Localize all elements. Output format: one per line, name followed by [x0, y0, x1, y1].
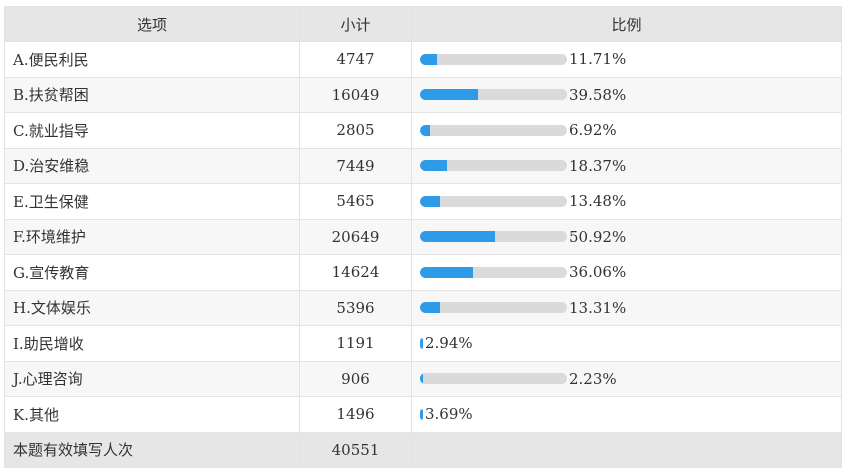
table-row: K.其他 1496 3.69% [4, 396, 842, 433]
ratio-cell: 3.69% [411, 396, 842, 433]
percent-label: 3.69% [425, 405, 473, 424]
ratio-cell: 2.94% [411, 325, 842, 362]
option-label: K.其他 [4, 396, 300, 433]
header-option: 选项 [4, 6, 300, 42]
percent-label: 18.37% [569, 156, 627, 175]
progress-bar-fill [420, 373, 424, 385]
percent-label: 50.92% [569, 227, 627, 246]
progress-bar [420, 160, 567, 172]
table-row: B.扶贫帮困 16049 39.58% [4, 76, 842, 113]
option-count: 5396 [299, 289, 412, 326]
progress-bar-fill [420, 408, 423, 420]
option-count: 906 [299, 360, 412, 397]
ratio-cell: 36.06% [411, 254, 842, 291]
header-count: 小计 [299, 6, 412, 42]
table-row: H.文体娱乐 5396 13.31% [4, 289, 842, 326]
ratio-cell: 11.71% [411, 41, 842, 78]
footer-count: 40551 [299, 431, 412, 468]
option-label: B.扶贫帮困 [4, 76, 300, 113]
progress-bar-fill [420, 302, 440, 314]
table-row: J.心理咨询 906 2.23% [4, 360, 842, 397]
survey-results-table: 选项 小计 比例 A.便民利民 4747 11.71% B.扶贫帮困 16049 39.5… [4, 6, 842, 468]
ratio-cell: 6.92% [411, 112, 842, 149]
progress-bar [420, 373, 567, 385]
option-label: D.治安维稳 [4, 147, 300, 184]
percent-label: 6.92% [569, 121, 617, 140]
table-row: A.便民利民 4747 11.71% [4, 41, 842, 78]
option-label: A.便民利民 [4, 41, 300, 78]
table-body: A.便民利民 4747 11.71% B.扶贫帮困 16049 39.58% C.就业指导 2… [4, 41, 842, 433]
ratio-cell: 2.23% [411, 360, 842, 397]
progress-bar-fill [420, 124, 431, 136]
progress-bar-fill [420, 231, 495, 243]
option-count: 1191 [299, 325, 412, 362]
ratio-cell: 18.37% [411, 147, 842, 184]
progress-bar-fill [420, 266, 473, 278]
ratio-cell: 50.92% [411, 218, 842, 255]
option-count: 4747 [299, 41, 412, 78]
option-count: 16049 [299, 76, 412, 113]
progress-bar-fill [420, 53, 438, 65]
option-count: 20649 [299, 218, 412, 255]
progress-bar-fill [420, 195, 440, 207]
percent-label: 13.31% [569, 298, 627, 317]
progress-bar [420, 89, 567, 101]
ratio-cell: 39.58% [411, 76, 842, 113]
progress-bar [420, 195, 567, 207]
ratio-cell: 13.31% [411, 289, 842, 326]
option-count: 2805 [299, 112, 412, 149]
percent-label: 2.23% [569, 369, 617, 388]
header-row: 选项 小计 比例 [4, 6, 842, 42]
progress-bar [420, 53, 567, 65]
progress-bar-fill [420, 89, 479, 101]
table-row: C.就业指导 2805 6.92% [4, 112, 842, 149]
option-count: 5465 [299, 183, 412, 220]
progress-bar [420, 231, 567, 243]
option-count: 7449 [299, 147, 412, 184]
footer-row: 本题有效填写人次 40551 [4, 431, 842, 468]
option-count: 1496 [299, 396, 412, 433]
option-count: 14624 [299, 254, 412, 291]
ratio-cell: 13.48% [411, 183, 842, 220]
percent-label: 11.71% [569, 50, 627, 69]
progress-bar [420, 337, 423, 349]
progress-bar [420, 302, 567, 314]
option-label: I.助民增收 [4, 325, 300, 362]
table-row: I.助民增收 1191 2.94% [4, 325, 842, 362]
table-row: D.治安维稳 7449 18.37% [4, 147, 842, 184]
percent-label: 39.58% [569, 85, 627, 104]
option-label: F.环境维护 [4, 218, 300, 255]
table-row: F.环境维护 20649 50.92% [4, 218, 842, 255]
percent-label: 2.94% [425, 334, 473, 353]
progress-bar-fill [420, 160, 447, 172]
table-row: G.宣传教育 14624 36.06% [4, 254, 842, 291]
option-label: G.宣传教育 [4, 254, 300, 291]
option-label: C.就业指导 [4, 112, 300, 149]
table-row: E.卫生保健 5465 13.48% [4, 183, 842, 220]
footer-empty [411, 431, 842, 468]
progress-bar [420, 408, 423, 420]
option-label: J.心理咨询 [4, 360, 300, 397]
option-label: H.文体娱乐 [4, 289, 300, 326]
progress-bar [420, 124, 567, 136]
percent-label: 36.06% [569, 263, 627, 282]
footer-label: 本题有效填写人次 [4, 431, 300, 468]
progress-bar-fill [420, 337, 423, 349]
progress-bar [420, 266, 567, 278]
option-label: E.卫生保健 [4, 183, 300, 220]
percent-label: 13.48% [569, 192, 627, 211]
header-ratio: 比例 [411, 6, 842, 42]
